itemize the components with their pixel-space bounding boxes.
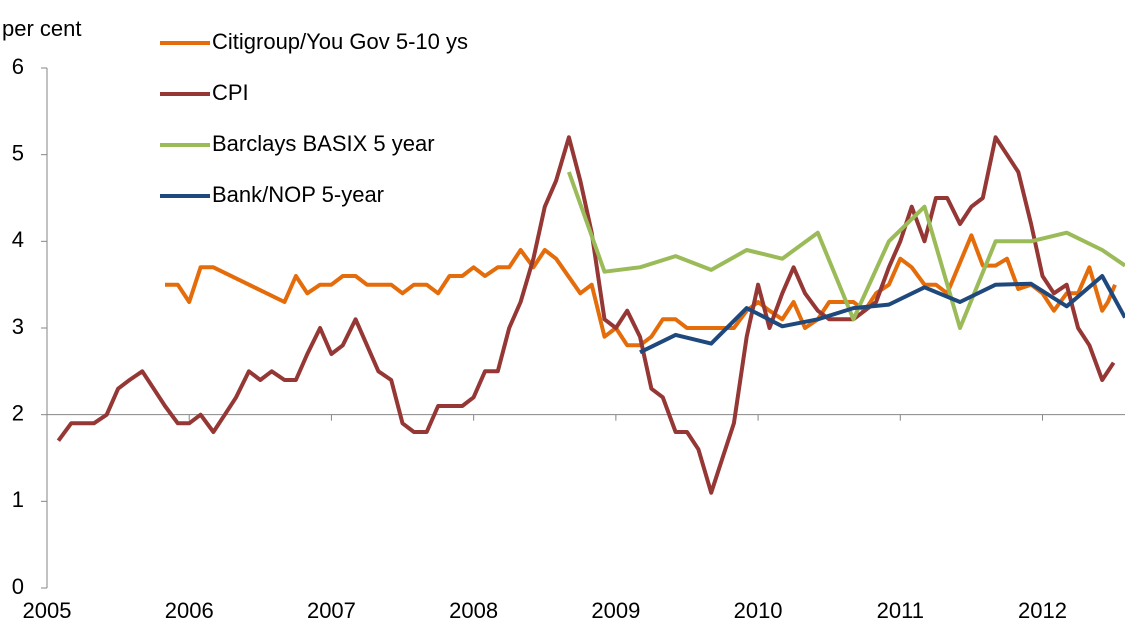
axes: 0 1 2 3 4 5 6 2005 2006 2007 2008 2009 2010 2011 2012 [12, 54, 1125, 623]
x-tick-label: 2009 [591, 598, 640, 623]
y-tick-label: 0 [12, 574, 24, 599]
y-tick-label: 6 [12, 54, 24, 79]
x-tick-label: 2011 [877, 598, 924, 623]
x-tick-label: 2005 [23, 598, 72, 623]
x-tick-label: 2012 [1018, 598, 1067, 623]
y-tick-label: 2 [12, 400, 24, 425]
y-tick-label: 4 [12, 227, 24, 252]
series-line [56, 135, 1116, 495]
y-tick-label: 3 [12, 314, 24, 339]
legend-label: Barclays BASIX 5 year [212, 131, 435, 156]
x-tick-label: 2008 [449, 598, 498, 623]
legend: Citigroup/You Gov 5-10 ys CPI Barclays BAS… [160, 29, 468, 207]
x-tick-label: 2010 [734, 598, 783, 623]
series-line [165, 233, 1117, 348]
x-tick-label: 2007 [307, 598, 356, 623]
plot-area [56, 135, 1125, 495]
series-line [567, 171, 1125, 330]
legend-label: Citigroup/You Gov 5-10 ys [212, 29, 468, 54]
x-tick-label: 2006 [165, 598, 214, 623]
legend-label: Bank/NOP 5-year [212, 182, 384, 207]
y-tick-label: 5 [12, 140, 24, 165]
series-line [639, 274, 1125, 355]
legend-label: CPI [212, 80, 249, 105]
y-axis-label: per cent [2, 16, 82, 41]
y-tick-label: 1 [12, 487, 24, 512]
